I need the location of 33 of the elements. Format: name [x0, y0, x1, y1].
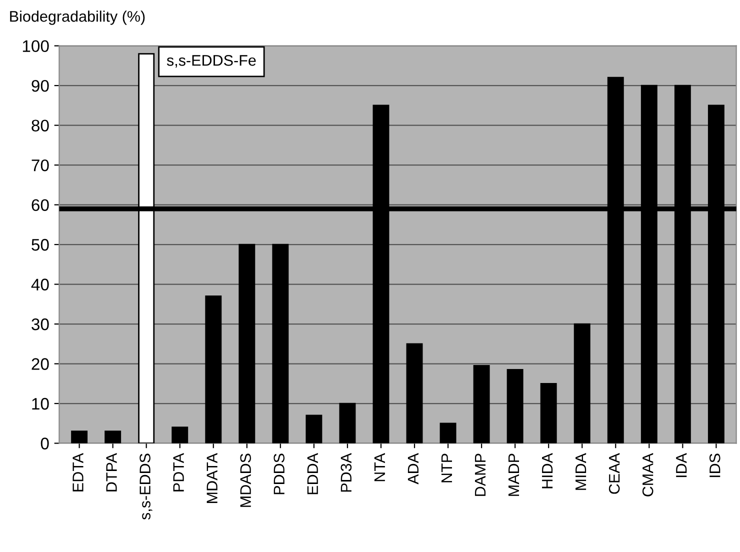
- y-tick-label: 30: [32, 318, 49, 330]
- x-tick-label: PDTA: [173, 453, 184, 492]
- y-tick-label: 20: [32, 358, 49, 370]
- x-tick-label: HIDA: [542, 453, 553, 488]
- y-tick-label: 10: [32, 398, 49, 410]
- y-tick-label: 50: [32, 238, 49, 251]
- y-tick-label: 100: [22, 40, 49, 52]
- x-tick-label: NTA: [374, 453, 385, 482]
- x-tick-label: DAMP: [474, 454, 486, 496]
- y-tick-label: 90: [32, 80, 49, 92]
- x-tick-label: MDADS: [240, 454, 252, 507]
- y-tick-label: 40: [31, 278, 49, 290]
- y-tick-label: 0: [40, 438, 49, 450]
- x-tick-label: MDATA: [206, 453, 218, 503]
- x-tick-label: s,s-EDDS: [140, 454, 152, 520]
- x-tick-label: PDDS: [274, 454, 285, 494]
- x-tick-label: EDTA: [72, 453, 84, 492]
- x-tick-label: IDA: [676, 453, 687, 478]
- y-tick-label: 70: [32, 159, 49, 172]
- x-tick-label: CEAA: [608, 453, 620, 494]
- x-tick-label: DTPA: [106, 453, 117, 492]
- x-tick-label: EDDA: [307, 453, 318, 494]
- x-tick-label: ADA: [408, 453, 418, 484]
- y-tick-label: 80: [32, 120, 49, 132]
- annotation: s,s-EDDS-Fe: [166, 54, 256, 68]
- x-tick-label: IDS: [709, 454, 720, 478]
- x-tick-label: MIDA: [576, 453, 586, 490]
- y-tick-label: 60: [32, 199, 49, 211]
- x-tick-label: MADP: [508, 454, 520, 496]
- y-axis-title: Biodegradability (%): [10, 10, 145, 25]
- x-tick-label: PD3A: [340, 453, 352, 492]
- x-tick-label: CMAA: [642, 453, 654, 496]
- x-tick-label: NTP: [441, 454, 452, 482]
